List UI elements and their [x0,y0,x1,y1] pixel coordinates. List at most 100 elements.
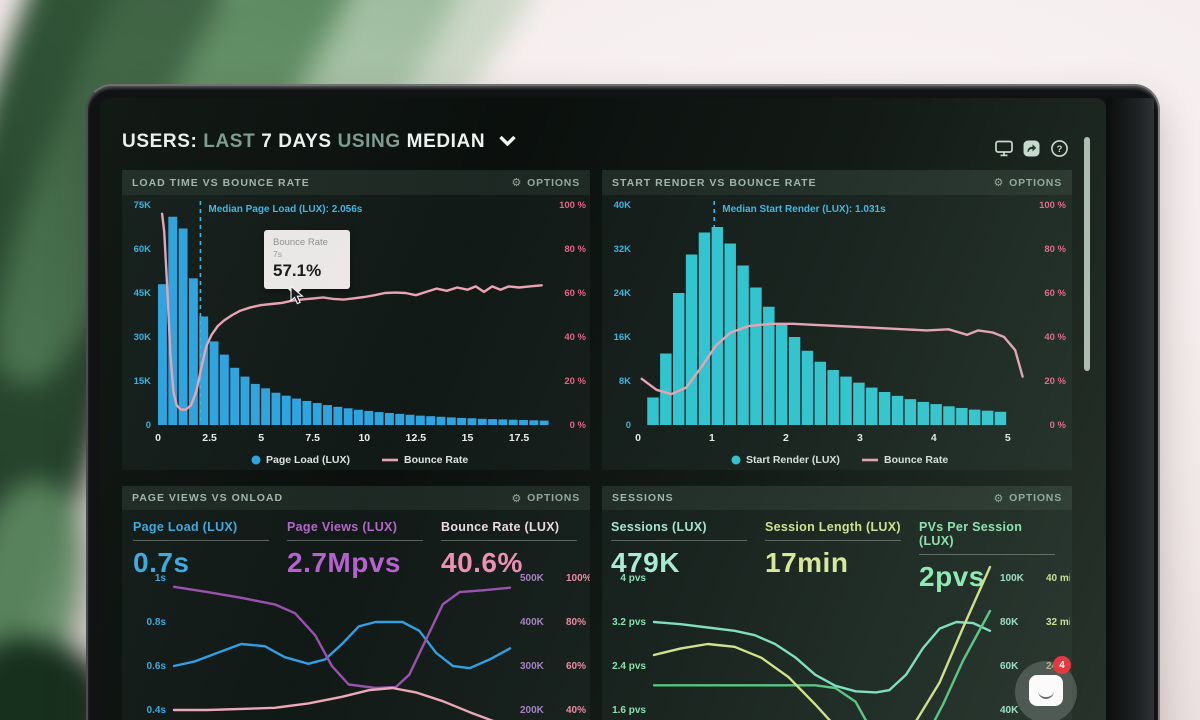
svg-text:75K: 75K [134,200,152,211]
svg-text:300K: 300K [520,661,545,672]
svg-text:0.4s: 0.4s [147,705,167,716]
load-time-chart[interactable]: 75K 60K 45K 30K 15K 0 100 % 80 % 60 % 40 % 20 % 0 %… [122,195,590,469]
metric-value: 2.7Mpvs [287,547,401,578]
svg-text:0: 0 [626,420,631,431]
metric-sessions: Sessions (LUX) 479K [611,520,765,593]
options-button[interactable]: ⚙ OPTIONS [993,176,1062,189]
svg-text:40 min: 40 min [1046,573,1070,584]
tooltip-x-value: 7s [273,249,282,259]
metric-label: Sessions (LUX) [611,520,747,541]
sessions-chart[interactable]: 4 pvs 3.2 pvs 2.4 pvs 1.6 pvs 100K 80K 60K 40K 4… [602,562,1070,720]
svg-text:500K: 500K [520,573,545,584]
svg-text:0 %: 0 % [570,420,587,431]
metric-session-length: Session Length (LUX) 17min [765,520,919,593]
svg-text:0.6s: 0.6s [147,661,167,672]
svg-text:32 min: 32 min [1046,617,1070,628]
tooltip-series: Bounce Rate [273,237,328,248]
panel-title: SESSIONS [612,492,674,504]
share-icon[interactable] [1022,139,1041,158]
svg-text:17.5: 17.5 [509,432,530,444]
svg-text:2: 2 [783,432,789,444]
help-icon[interactable]: ? [1050,139,1069,158]
scrollbar[interactable] [1084,137,1090,371]
metric-value: 479K [611,547,680,578]
chat-unread-badge: 4 [1053,656,1071,674]
title-using: USING [337,131,401,152]
svg-text:8K: 8K [619,376,631,387]
svg-text:3: 3 [857,432,863,444]
metric-value: 17min [765,547,849,578]
metric-page-views: Page Views (LUX) 2.7Mpvs [287,520,441,579]
svg-text:200K: 200K [520,705,545,716]
options-button[interactable]: ⚙ OPTIONS [511,491,580,505]
start-render-chart[interactable]: 40K 32K 24K 16K 8K 0 100 % 80 % 60 % 40 % 20 % 0 % 0… [602,195,1070,469]
title-days: 7 DAYS [261,131,332,152]
laptop-bezel [1106,98,1154,720]
dashboard-title[interactable]: USERS: LAST 7 DAYS USING MEDIAN [122,131,516,153]
svg-text:20 %: 20 % [564,376,586,387]
svg-text:15: 15 [462,432,474,444]
svg-text:0 %: 0 % [1050,420,1067,431]
page-views-chart[interactable]: 1s 0.8s 0.6s 0.4s 500K 400K 300K 200K 100% 80% 60%… [122,562,590,720]
svg-text:60%: 60% [566,661,586,672]
svg-text:0: 0 [155,432,161,444]
svg-text:30K: 30K [134,332,152,343]
svg-text:100%: 100% [566,573,590,584]
svg-text:16K: 16K [614,332,632,343]
svg-text:Page Load (LUX): Page Load (LUX) [266,454,350,466]
title-last: LAST [203,131,256,152]
svg-text:10: 10 [358,432,370,444]
svg-text:2.4 pvs: 2.4 pvs [612,661,646,672]
svg-text:?: ? [1057,144,1063,155]
svg-text:80%: 80% [566,617,586,628]
svg-text:40K: 40K [1000,705,1019,716]
svg-text:4 pvs: 4 pvs [620,573,646,584]
panel-sessions: SESSIONS ⚙ OPTIONS Sessions (LUX) 479K Se… [602,486,1072,720]
panel-title: PAGE VIEWS VS ONLOAD [132,492,284,504]
gear-icon: ⚙ [511,491,523,505]
svg-text:80 %: 80 % [564,244,586,255]
metric-value: 40.6% [441,547,523,578]
panel-start-render: START RENDER VS BOUNCE RATE ⚙ OPTIONS 40K… [602,170,1072,470]
display-icon[interactable] [994,139,1013,158]
title-median: MEDIAN [406,131,486,152]
svg-text:4: 4 [931,432,937,444]
metric-bounce-rate: Bounce Rate (LUX) 40.6% [441,520,595,579]
chat-widget-button[interactable]: 4 [1015,656,1077,720]
svg-text:20 %: 20 % [1044,376,1066,387]
panel-page-views: PAGE VIEWS VS ONLOAD ⚙ OPTIONS Page Load … [122,486,590,720]
svg-text:1: 1 [709,432,715,444]
metric-label: Session Length (LUX) [765,520,901,541]
panel-load-time: LOAD TIME VS BOUNCE RATE ⚙ OPTIONS 75K 60K… [122,170,590,470]
svg-text:40K: 40K [614,200,632,211]
panel-title: LOAD TIME VS BOUNCE RATE [132,176,310,189]
svg-text:100K: 100K [1000,573,1025,584]
title-users: USERS: [122,131,198,152]
svg-text:0: 0 [635,432,641,444]
gear-icon: ⚙ [993,176,1005,189]
metric-label: Bounce Rate (LUX) [441,520,577,541]
options-button[interactable]: ⚙ OPTIONS [993,491,1062,505]
svg-text:Bounce Rate: Bounce Rate [404,454,468,466]
svg-text:100 %: 100 % [559,200,586,211]
metric-label: Page Views (LUX) [287,520,423,541]
options-button[interactable]: ⚙ OPTIONS [511,176,580,189]
svg-text:80 %: 80 % [1044,244,1066,255]
chevron-down-icon[interactable] [499,136,516,146]
svg-text:1.6 pvs: 1.6 pvs [612,705,646,716]
metric-value: 0.7s [133,547,190,578]
svg-text:40%: 40% [566,705,586,716]
chart-tooltip: Bounce Rate 7s 57.1% [264,230,350,296]
svg-text:5: 5 [258,432,264,444]
tooltip-value: 57.1% [273,261,322,280]
svg-text:400K: 400K [520,617,545,628]
svg-text:40 %: 40 % [564,332,586,343]
svg-text:0: 0 [146,420,151,431]
svg-text:60K: 60K [1000,661,1019,672]
svg-text:32K: 32K [614,244,632,255]
svg-text:3.2 pvs: 3.2 pvs [612,617,646,628]
svg-text:40 %: 40 % [1044,332,1066,343]
svg-text:15K: 15K [134,376,152,387]
toolbar: ? [994,139,1069,158]
